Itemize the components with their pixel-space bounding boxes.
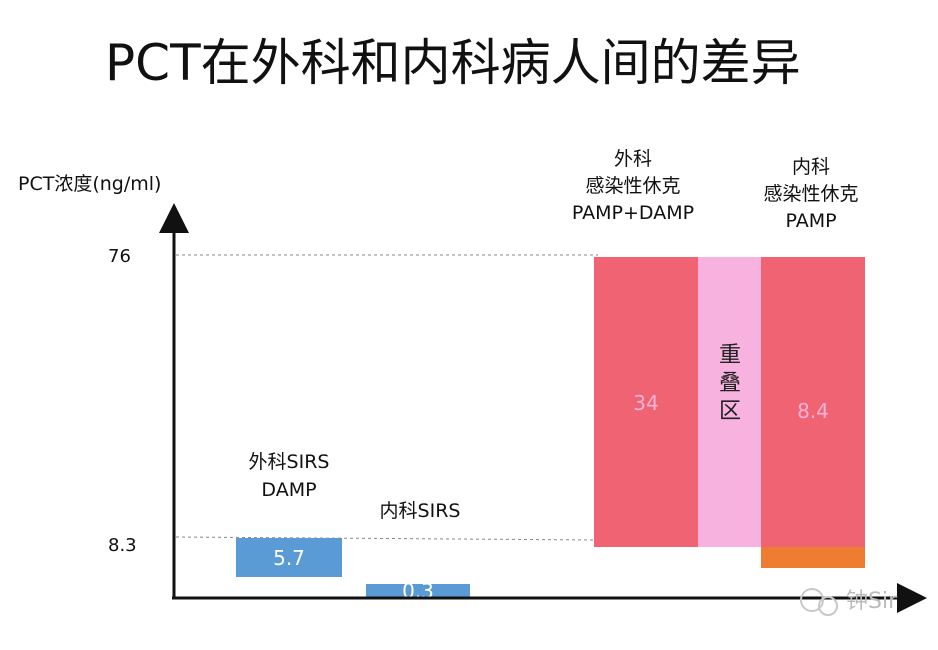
overlap-label-line3: 区: [719, 399, 741, 424]
bar-surgical-septic-shock-value: 34: [633, 391, 658, 415]
chart-title: PCT在外科和内科病人间的差异: [105, 34, 801, 92]
bar-medical-septic-shock: [761, 257, 865, 547]
y-tick-76: 76: [108, 246, 131, 267]
bar-surgical-sirs-label-line1: 外科SIRS: [249, 451, 330, 473]
bar-medical-septic-shock-label-line3: PAMP: [785, 210, 836, 232]
bar-medical-sirs-label: 内科SIRS: [380, 500, 461, 522]
bar-surgical-sirs-value: 5.7: [273, 546, 305, 570]
overlap-label-line2: 叠: [719, 371, 741, 396]
bar-medical-septic-shock-label-line1: 内科: [792, 156, 830, 178]
bar-medical-septic-shock-value: 8.4: [797, 399, 829, 423]
watermark: 钟Sir: [800, 588, 898, 616]
bar-medical-sirs: [366, 584, 470, 598]
ref-line-8-3: [175, 536, 599, 541]
watermark-text: 钟Sir: [846, 589, 898, 614]
bar-surgical-septic-shock-label-line2: 感染性休克: [585, 175, 680, 197]
overlap-label-line1: 重: [719, 343, 741, 368]
y-tick-8-3: 8.3: [108, 535, 137, 556]
overlap-region: [698, 257, 761, 547]
wechat-icon: [800, 588, 824, 612]
bar-surgical-septic-shock: [594, 257, 698, 547]
bar-medical-septic-shock-label-line2: 感染性休克: [763, 183, 858, 205]
bar-surgical-septic-shock-label-line3: PAMP+DAMP: [572, 202, 694, 224]
bar-surgical-sirs-label-line2: DAMP: [261, 479, 316, 501]
bar-surgical-sirs: [236, 538, 342, 577]
y-axis-label: PCT浓度(ng/ml): [18, 173, 161, 195]
bar-surgical-septic-shock-label-line1: 外科: [614, 148, 652, 170]
bar-medical-septic-shock-base: [761, 547, 865, 568]
